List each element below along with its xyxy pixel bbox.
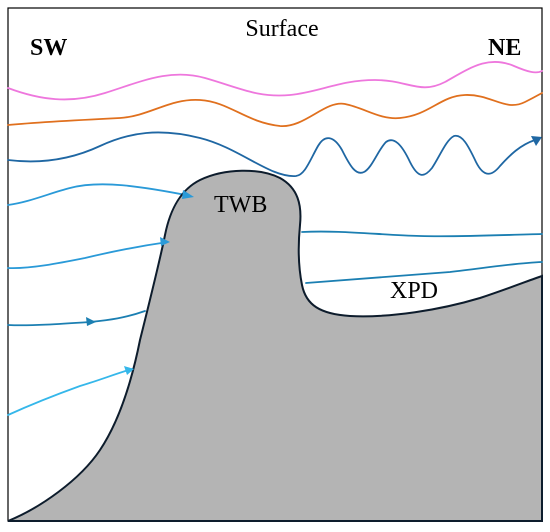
flow-line-mid-blue-1 bbox=[7, 183, 192, 206]
flow-line-pink bbox=[7, 61, 543, 101]
bathymetry-shape bbox=[7, 169, 543, 522]
ne-label: NE bbox=[488, 35, 521, 61]
arrowhead-teal-1 bbox=[86, 317, 96, 326]
flow-line-dark-blue bbox=[7, 131, 536, 177]
arrowhead-light-blue-1 bbox=[124, 366, 134, 375]
xpd-label: XPD bbox=[390, 278, 438, 304]
arrowhead-mid-blue-2 bbox=[160, 237, 170, 246]
flow-line-light-blue-1 bbox=[7, 368, 133, 416]
flow-line-teal-east-1 bbox=[301, 230, 543, 238]
flow-line-mid-blue-2 bbox=[7, 241, 169, 269]
twb-label: TWB bbox=[214, 192, 267, 218]
sw-label: SW bbox=[30, 35, 67, 61]
arrowhead-dark-blue-ne bbox=[531, 136, 542, 146]
arrowhead-mid-blue-1 bbox=[182, 190, 194, 199]
flow-line-teal-east-2 bbox=[305, 261, 543, 284]
surface-label: Surface bbox=[245, 16, 318, 42]
flow-line-orange bbox=[7, 92, 543, 127]
